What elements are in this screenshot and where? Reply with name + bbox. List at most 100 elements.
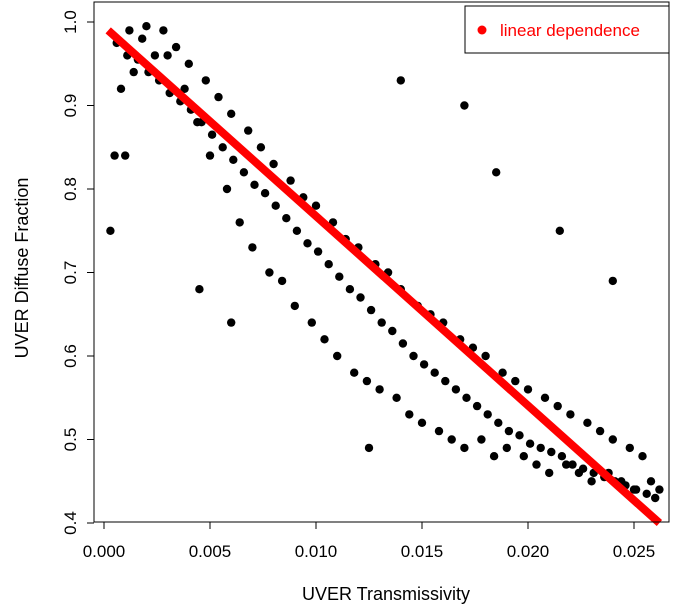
scatter-point [629,485,639,494]
scatter-point [362,376,372,386]
scatter-point [536,443,545,453]
scatter-point [163,51,172,60]
scatter-point [498,368,507,377]
scatter-point [608,276,617,286]
scatter-point [568,460,577,469]
scatter-point [519,452,528,461]
scatter-point [292,226,302,235]
scatter-point [290,301,299,311]
x-tick-label: 0.005 [189,542,232,561]
scatter-point [523,385,533,394]
scatter-point [553,401,562,411]
scatter-point [286,176,295,185]
y-tick-label: 0.6 [61,344,80,368]
scatter-point [595,426,605,436]
legend: linear dependence [464,5,670,54]
scatter-point [311,201,321,210]
scatter-point [205,151,215,160]
scatter-point [489,452,499,461]
scatter-point [106,226,115,235]
scatter-point [193,118,202,127]
scatter-point [555,226,564,235]
scatter-point [227,318,236,327]
scatter-point [525,439,535,448]
scatter-point [138,34,147,43]
scatter-point [345,285,355,294]
fit-line-linear-dependence [105,27,663,526]
scatter-point [265,268,274,277]
scatter-point [377,318,386,327]
scatter-point [239,168,249,177]
scatter-point [396,76,405,85]
scatter-point [142,22,151,31]
y-axis: 0.4 0.5 0.6 0.7 0.8 0.9 1.0 [61,10,94,535]
scatter-point [417,418,427,427]
scatter-point [282,214,291,223]
scatter-point [364,443,374,453]
x-axis-title: UVER Transmissivity [302,584,470,604]
scatter-point [460,101,469,110]
scatter-point [335,272,344,281]
scatter-point [244,126,253,135]
scatter-point [303,239,312,248]
scatter-point [504,426,514,436]
x-tick-label: 0.025 [613,542,656,561]
y-tick-label: 1.0 [61,10,80,34]
x-tick-label: 0.000 [83,542,126,561]
scatter-point [651,493,660,503]
scatter-point [129,67,138,77]
scatter-point [419,360,429,369]
scatter-point [222,184,232,194]
scatter-point [320,335,329,344]
scatter-point [180,84,189,94]
scatter-point [547,447,556,457]
legend-box [464,5,670,54]
scatter-point [350,368,359,377]
scatter-point [515,431,524,440]
scatter-point [447,435,456,444]
scatter-point [313,247,323,256]
scatter-point [545,468,554,478]
x-tick-label: 0.010 [295,542,338,561]
plot-frame [93,1,670,523]
x-tick-label: 0.020 [507,542,550,561]
scatter-point [409,351,418,361]
scatter-point [441,376,450,386]
scatter-points [106,22,664,503]
scatter-point [324,260,333,269]
scatter-point [460,443,469,453]
scatter-point [642,489,651,498]
scatter-point [574,468,584,478]
scatter-point [646,477,656,486]
scatter-point [392,393,401,402]
scatter-point [195,285,204,294]
scatter-point [462,393,471,402]
scatter-point [121,151,130,160]
scatter-point [375,385,384,394]
scatter-point [356,293,365,302]
scatter-point [218,143,227,152]
scatter-point [451,385,461,394]
scatter-point [250,180,259,189]
scatter-point [434,426,444,436]
scatter-point [307,318,316,327]
scatter-point [481,351,490,361]
scatter-point [248,243,257,252]
scatter-point [333,351,342,361]
scatter-point [587,477,596,486]
scatter-point [502,443,511,453]
scatter-point [125,26,134,35]
scatter-point [388,326,397,336]
scatter-point [398,339,408,348]
y-tick-label: 0.9 [61,94,80,118]
scatter-point [271,201,280,210]
scatter-point [477,435,486,444]
legend-label: linear dependence [500,21,640,40]
scatter-point [494,418,503,427]
y-tick-label: 0.5 [61,428,80,452]
scatter-point [557,452,567,461]
scatter-point [655,485,664,494]
x-axis: 0.000 0.005 0.010 0.015 0.020 0.025 [83,522,656,561]
scatter-point [472,401,482,411]
